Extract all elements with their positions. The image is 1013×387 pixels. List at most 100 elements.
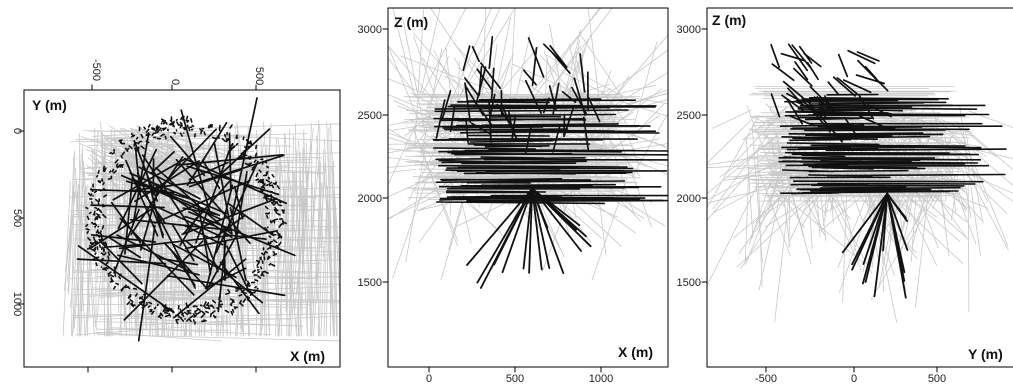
highlighted-trace bbox=[248, 284, 251, 288]
background-trace bbox=[707, 115, 760, 209]
highlighted-trace bbox=[143, 303, 148, 307]
background-trace bbox=[904, 182, 944, 250]
highlighted-trace bbox=[151, 310, 155, 315]
highlighted-trace bbox=[101, 178, 104, 182]
background-trace bbox=[388, 145, 426, 154]
highlighted-trace bbox=[97, 180, 102, 184]
highlighted-trace bbox=[818, 107, 978, 110]
highlighted-trace bbox=[434, 109, 629, 113]
background-trace bbox=[940, 151, 977, 245]
highlighted-trace bbox=[266, 256, 271, 261]
background-trace bbox=[299, 177, 308, 337]
highlighted-trace bbox=[153, 306, 157, 310]
highlighted-trace bbox=[842, 79, 872, 94]
background-trace bbox=[454, 8, 501, 107]
highlighted-trace bbox=[462, 45, 471, 72]
highlighted-trace bbox=[180, 116, 183, 121]
highlighted-trace bbox=[191, 124, 195, 128]
highlighted-trace bbox=[199, 128, 204, 132]
highlighted-trace bbox=[199, 304, 203, 307]
background-trace bbox=[388, 121, 418, 186]
background-trace bbox=[964, 127, 1013, 171]
highlighted-trace bbox=[201, 310, 206, 315]
highlighted-trace bbox=[819, 186, 907, 189]
highlighted-trace bbox=[434, 106, 611, 110]
highlighted-trace bbox=[781, 94, 805, 112]
background-trace bbox=[84, 198, 95, 337]
highlighted-trace bbox=[268, 181, 273, 186]
highlighted-trace bbox=[531, 46, 538, 87]
background-trace bbox=[707, 119, 753, 164]
highlighted-trace bbox=[837, 53, 849, 78]
background-trace bbox=[79, 280, 164, 283]
highlighted-trace bbox=[101, 225, 105, 230]
highlighted-trace bbox=[256, 261, 260, 267]
highlighted-trace bbox=[450, 104, 582, 107]
x-tick-label: 500 bbox=[253, 67, 265, 85]
highlighted-trace bbox=[260, 252, 265, 256]
background-trace bbox=[323, 155, 335, 337]
highlighted-trace bbox=[203, 301, 207, 306]
highlighted-trace bbox=[249, 290, 253, 294]
background-trace bbox=[388, 44, 417, 115]
background-trace bbox=[332, 190, 338, 337]
highlighted-trace bbox=[150, 150, 175, 175]
highlighted-trace bbox=[579, 53, 586, 93]
highlighted-trace bbox=[231, 97, 258, 214]
highlighted-trace bbox=[563, 107, 575, 136]
highlighted-trace bbox=[826, 108, 904, 112]
highlighted-trace bbox=[203, 131, 206, 136]
highlighted-trace bbox=[119, 141, 123, 145]
highlighted-trace bbox=[528, 187, 534, 274]
background-trace bbox=[75, 326, 184, 336]
highlighted-trace bbox=[819, 166, 875, 170]
background-trace bbox=[243, 163, 256, 287]
highlighted-trace bbox=[121, 151, 126, 156]
plot-frame bbox=[706, 7, 1013, 368]
background-trace bbox=[312, 162, 327, 337]
highlighted-trace bbox=[470, 122, 492, 135]
highlighted-trace bbox=[253, 159, 257, 163]
highlighted-trace bbox=[233, 306, 236, 310]
highlighted-trace bbox=[118, 276, 122, 280]
highlighted-trace bbox=[169, 119, 173, 123]
highlighted-trace bbox=[186, 165, 279, 196]
highlighted-trace bbox=[90, 204, 165, 209]
highlighted-trace bbox=[225, 292, 230, 295]
highlighted-trace bbox=[882, 192, 889, 252]
highlighted-trace bbox=[85, 228, 90, 231]
y-tick-label: 3000 bbox=[677, 24, 701, 36]
highlighted-trace bbox=[180, 313, 185, 318]
highlighted-trace bbox=[782, 80, 812, 106]
highlighted-trace bbox=[473, 144, 543, 148]
highlighted-trace bbox=[275, 211, 280, 216]
highlighted-trace bbox=[867, 103, 892, 118]
background-trace bbox=[954, 158, 1013, 203]
x-tick-label: 500 bbox=[506, 373, 524, 385]
highlighted-trace bbox=[277, 235, 282, 239]
highlighted-trace bbox=[147, 305, 151, 308]
highlighted-trace bbox=[262, 183, 266, 187]
highlighted-trace bbox=[186, 310, 190, 316]
highlighted-trace bbox=[480, 156, 545, 159]
highlighted-trace bbox=[87, 192, 92, 197]
highlighted-trace bbox=[435, 157, 586, 161]
highlighted-trace bbox=[794, 61, 809, 81]
background-trace bbox=[591, 176, 628, 281]
background-trace bbox=[131, 128, 205, 180]
x-axis-label: Y (m) bbox=[968, 346, 1003, 362]
background-trace bbox=[723, 167, 826, 181]
highlighted-trace bbox=[789, 115, 816, 127]
background-trace bbox=[126, 131, 340, 142]
highlighted-trace bbox=[151, 132, 155, 136]
highlighted-trace bbox=[206, 307, 211, 310]
highlighted-trace bbox=[96, 215, 99, 221]
highlighted-trace bbox=[111, 152, 115, 155]
highlighted-trace bbox=[826, 173, 1006, 177]
highlighted-trace bbox=[488, 148, 668, 152]
x-tick-label: 0 bbox=[426, 373, 432, 385]
background-trace bbox=[633, 41, 658, 126]
highlighted-trace bbox=[582, 116, 590, 151]
highlighted-trace bbox=[134, 293, 138, 297]
highlighted-trace bbox=[254, 285, 258, 289]
